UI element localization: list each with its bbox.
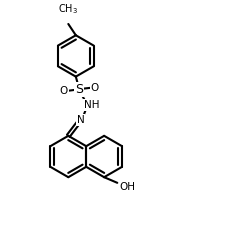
Text: OH: OH xyxy=(120,182,136,192)
Text: N: N xyxy=(77,115,84,125)
Text: O: O xyxy=(60,86,68,96)
Text: O: O xyxy=(90,83,99,93)
Text: NH: NH xyxy=(84,100,100,110)
Text: S: S xyxy=(75,83,83,96)
Text: CH$_3$: CH$_3$ xyxy=(58,2,78,16)
